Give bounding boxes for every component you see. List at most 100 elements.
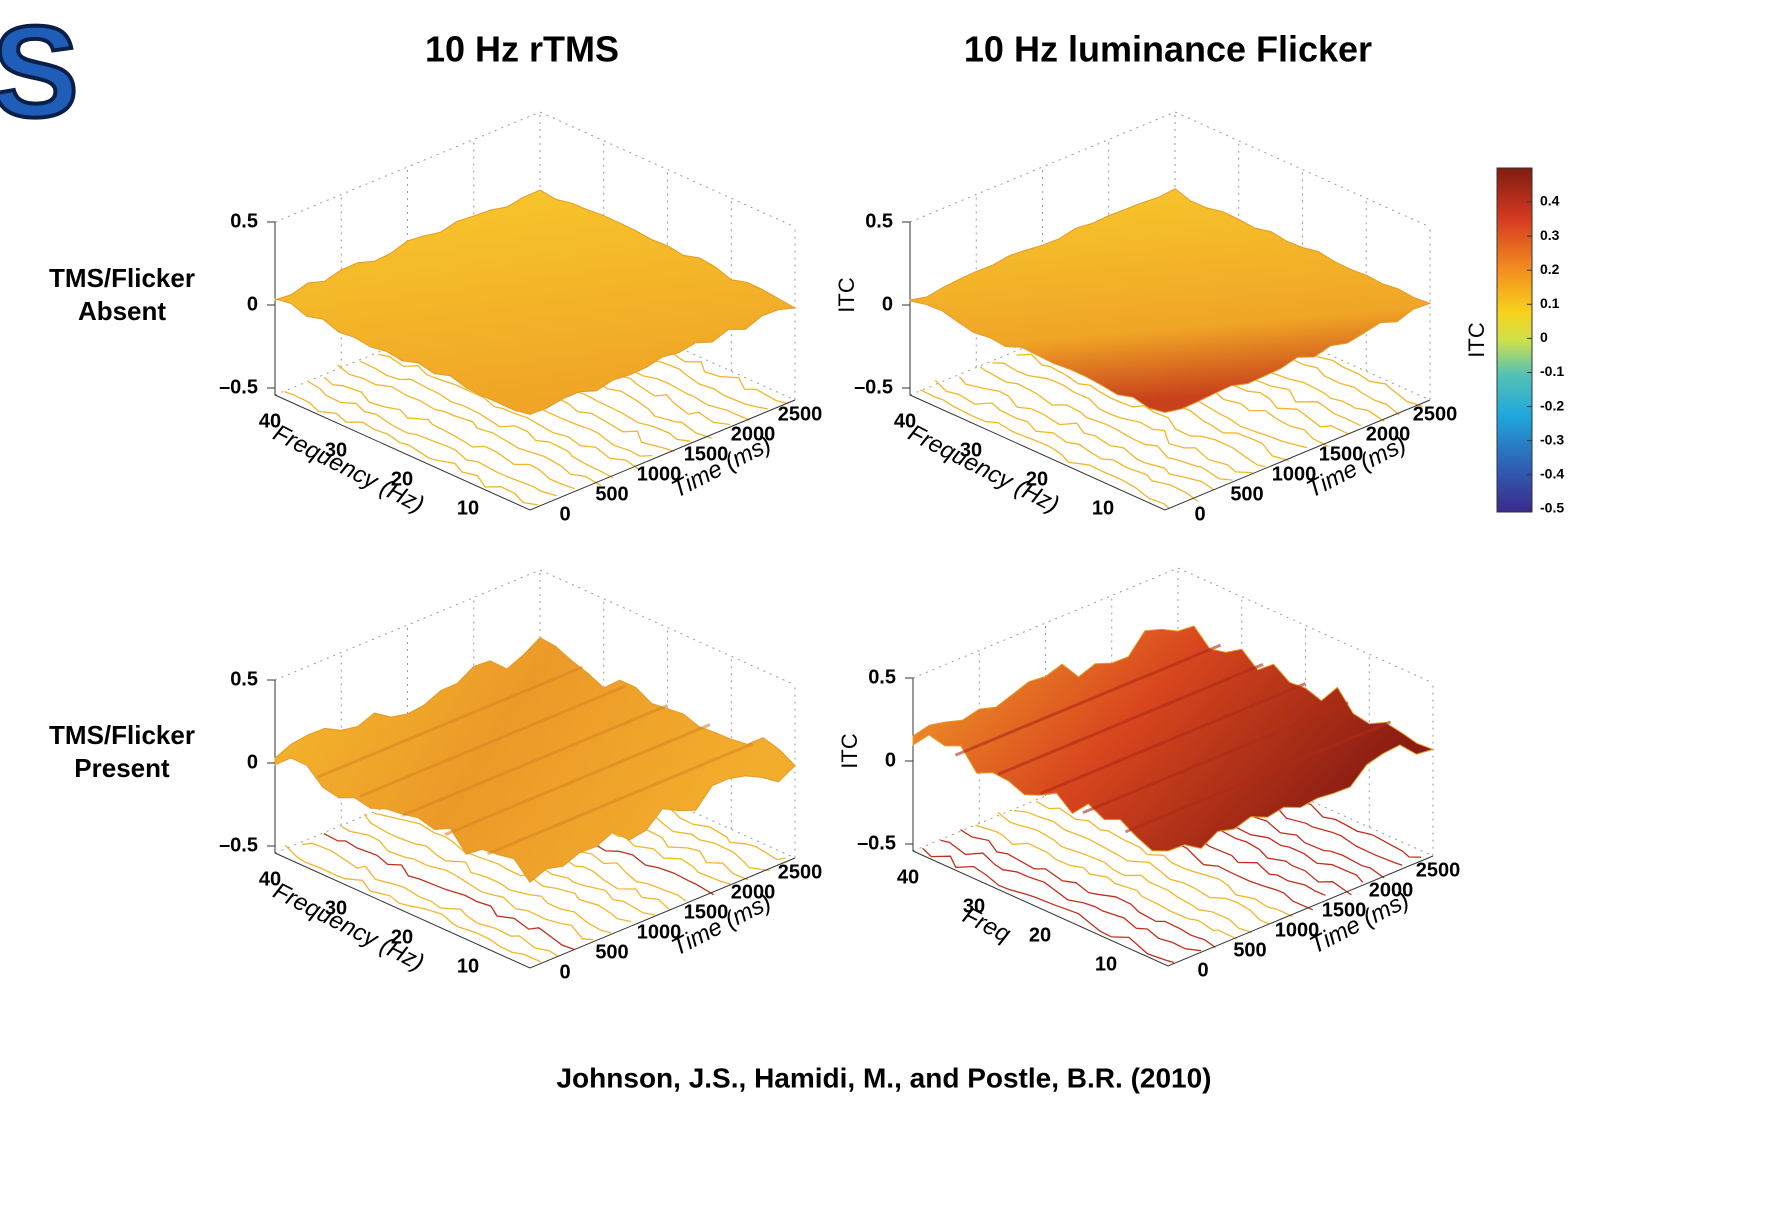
freq-tick-label: 30 [960, 439, 982, 461]
time-tick-label: 1500 [1322, 899, 1367, 921]
contour [960, 829, 1216, 948]
time-tick-label: 2500 [778, 403, 823, 425]
time-tick-label: 1500 [684, 443, 729, 465]
contour [934, 379, 1199, 503]
contour [337, 364, 602, 487]
freq-tick-label: 10 [1095, 953, 1117, 975]
freq-tick-label: 40 [894, 410, 916, 432]
contour [323, 376, 575, 490]
z-tick-label: 0 [882, 293, 893, 315]
colorbar-tick-label: 0.2 [1540, 261, 1560, 277]
time-tick-label: 2500 [1416, 859, 1461, 881]
freq-tick-label: 10 [457, 955, 479, 977]
time-tick-label: 2000 [731, 881, 776, 903]
citation: Johnson, J.S., Hamidi, M., and Postle, B… [556, 1062, 1211, 1093]
surface-ridge [359, 684, 626, 798]
row-label: TMS/Flicker [49, 263, 195, 293]
itc-surface [909, 188, 1432, 414]
contour [323, 833, 575, 950]
z-axis-label: ITC [834, 277, 859, 313]
contour [979, 366, 1233, 481]
time-tick-label: 2500 [1413, 403, 1458, 425]
time-tick-label: 2000 [731, 423, 776, 445]
freq-tick-label: 20 [1029, 924, 1051, 946]
contour [284, 844, 542, 963]
colorbar-tick-label: -0.3 [1540, 431, 1564, 447]
freq-tick-label: 40 [259, 410, 281, 432]
axis [274, 680, 796, 969]
z-tick-label: –0.5 [219, 376, 258, 398]
time-tick-label: 500 [1233, 939, 1266, 961]
contour [920, 389, 1171, 510]
surface-ridge [1082, 701, 1349, 815]
time-tick-label: 0 [559, 503, 570, 525]
colorbar-tick-label: 0.3 [1540, 227, 1560, 243]
z-tick-label: –0.5 [219, 834, 258, 856]
z-tick-label: 0.5 [230, 668, 258, 690]
freq-tick-label: 20 [391, 468, 413, 490]
colorbar-tick-label: -0.5 [1540, 500, 1564, 516]
column-title: 10 Hz rTMS [425, 29, 619, 70]
row-label: TMS/Flicker [49, 720, 195, 750]
colorbar-tick-label: 0 [1540, 329, 1548, 345]
time-tick-label: 1500 [684, 901, 729, 923]
colorbar-tick-label: -0.1 [1540, 363, 1564, 379]
freq-tick-label: 30 [963, 895, 985, 917]
itc-surface [274, 189, 797, 415]
time-tick-label: 1500 [1319, 443, 1364, 465]
surface-ridge [401, 704, 669, 817]
contour [1013, 809, 1270, 925]
contour [363, 813, 612, 934]
contour [975, 824, 1237, 940]
time-tick-label: 500 [595, 941, 628, 963]
contour [1035, 801, 1293, 918]
time-tick-label: 0 [1197, 959, 1208, 981]
contour [997, 811, 1253, 934]
time-tick-label: 500 [1230, 483, 1263, 505]
colorbar-tick-label: 0.4 [1540, 193, 1560, 209]
axis [274, 222, 796, 511]
time-axis-label: Time (ms) [667, 430, 775, 503]
logo-fragment: S [0, 0, 79, 144]
freq-tick-label: 40 [259, 868, 281, 890]
surface-ridge [997, 662, 1264, 776]
time-tick-label: 1000 [637, 463, 682, 485]
z-tick-label: –0.5 [854, 376, 893, 398]
contour [922, 847, 1175, 964]
colorbar-tick-label: -0.4 [1540, 466, 1564, 482]
time-axis-label: Time (ms) [1305, 886, 1413, 959]
freq-tick-label: 30 [325, 439, 347, 461]
row-label: Present [74, 753, 170, 783]
surface-ridge [1039, 682, 1307, 795]
z-axis-label: ITC [837, 733, 862, 769]
contour [992, 362, 1253, 474]
time-tick-label: 1000 [1272, 463, 1317, 485]
time-tick-label: 500 [595, 483, 628, 505]
colorbar-tick-label: -0.2 [1540, 397, 1564, 413]
surface-ridge [954, 643, 1222, 757]
time-tick-label: 2500 [778, 861, 823, 883]
axis [912, 678, 1434, 967]
freq-tick-label: 20 [1026, 468, 1048, 490]
colorbar-tick-label: 0.1 [1540, 295, 1560, 311]
contour [301, 842, 559, 958]
surface-ridge [486, 742, 754, 856]
row-label: Absent [78, 296, 166, 326]
freq-tick-label: 30 [325, 897, 347, 919]
freq-tick-label: 20 [391, 926, 413, 948]
contour [284, 390, 539, 506]
contour [341, 825, 594, 941]
freq-tick-label: 10 [457, 497, 479, 519]
surface-ridge [316, 665, 584, 779]
freq-axis-label: Freq [958, 902, 1015, 949]
z-tick-label: 0 [885, 749, 896, 771]
contour [377, 353, 639, 470]
time-tick-label: 2000 [1369, 879, 1414, 901]
colorbar-label: ITC [1464, 322, 1489, 358]
freq-tick-label: 10 [1092, 497, 1114, 519]
contour [373, 812, 632, 923]
